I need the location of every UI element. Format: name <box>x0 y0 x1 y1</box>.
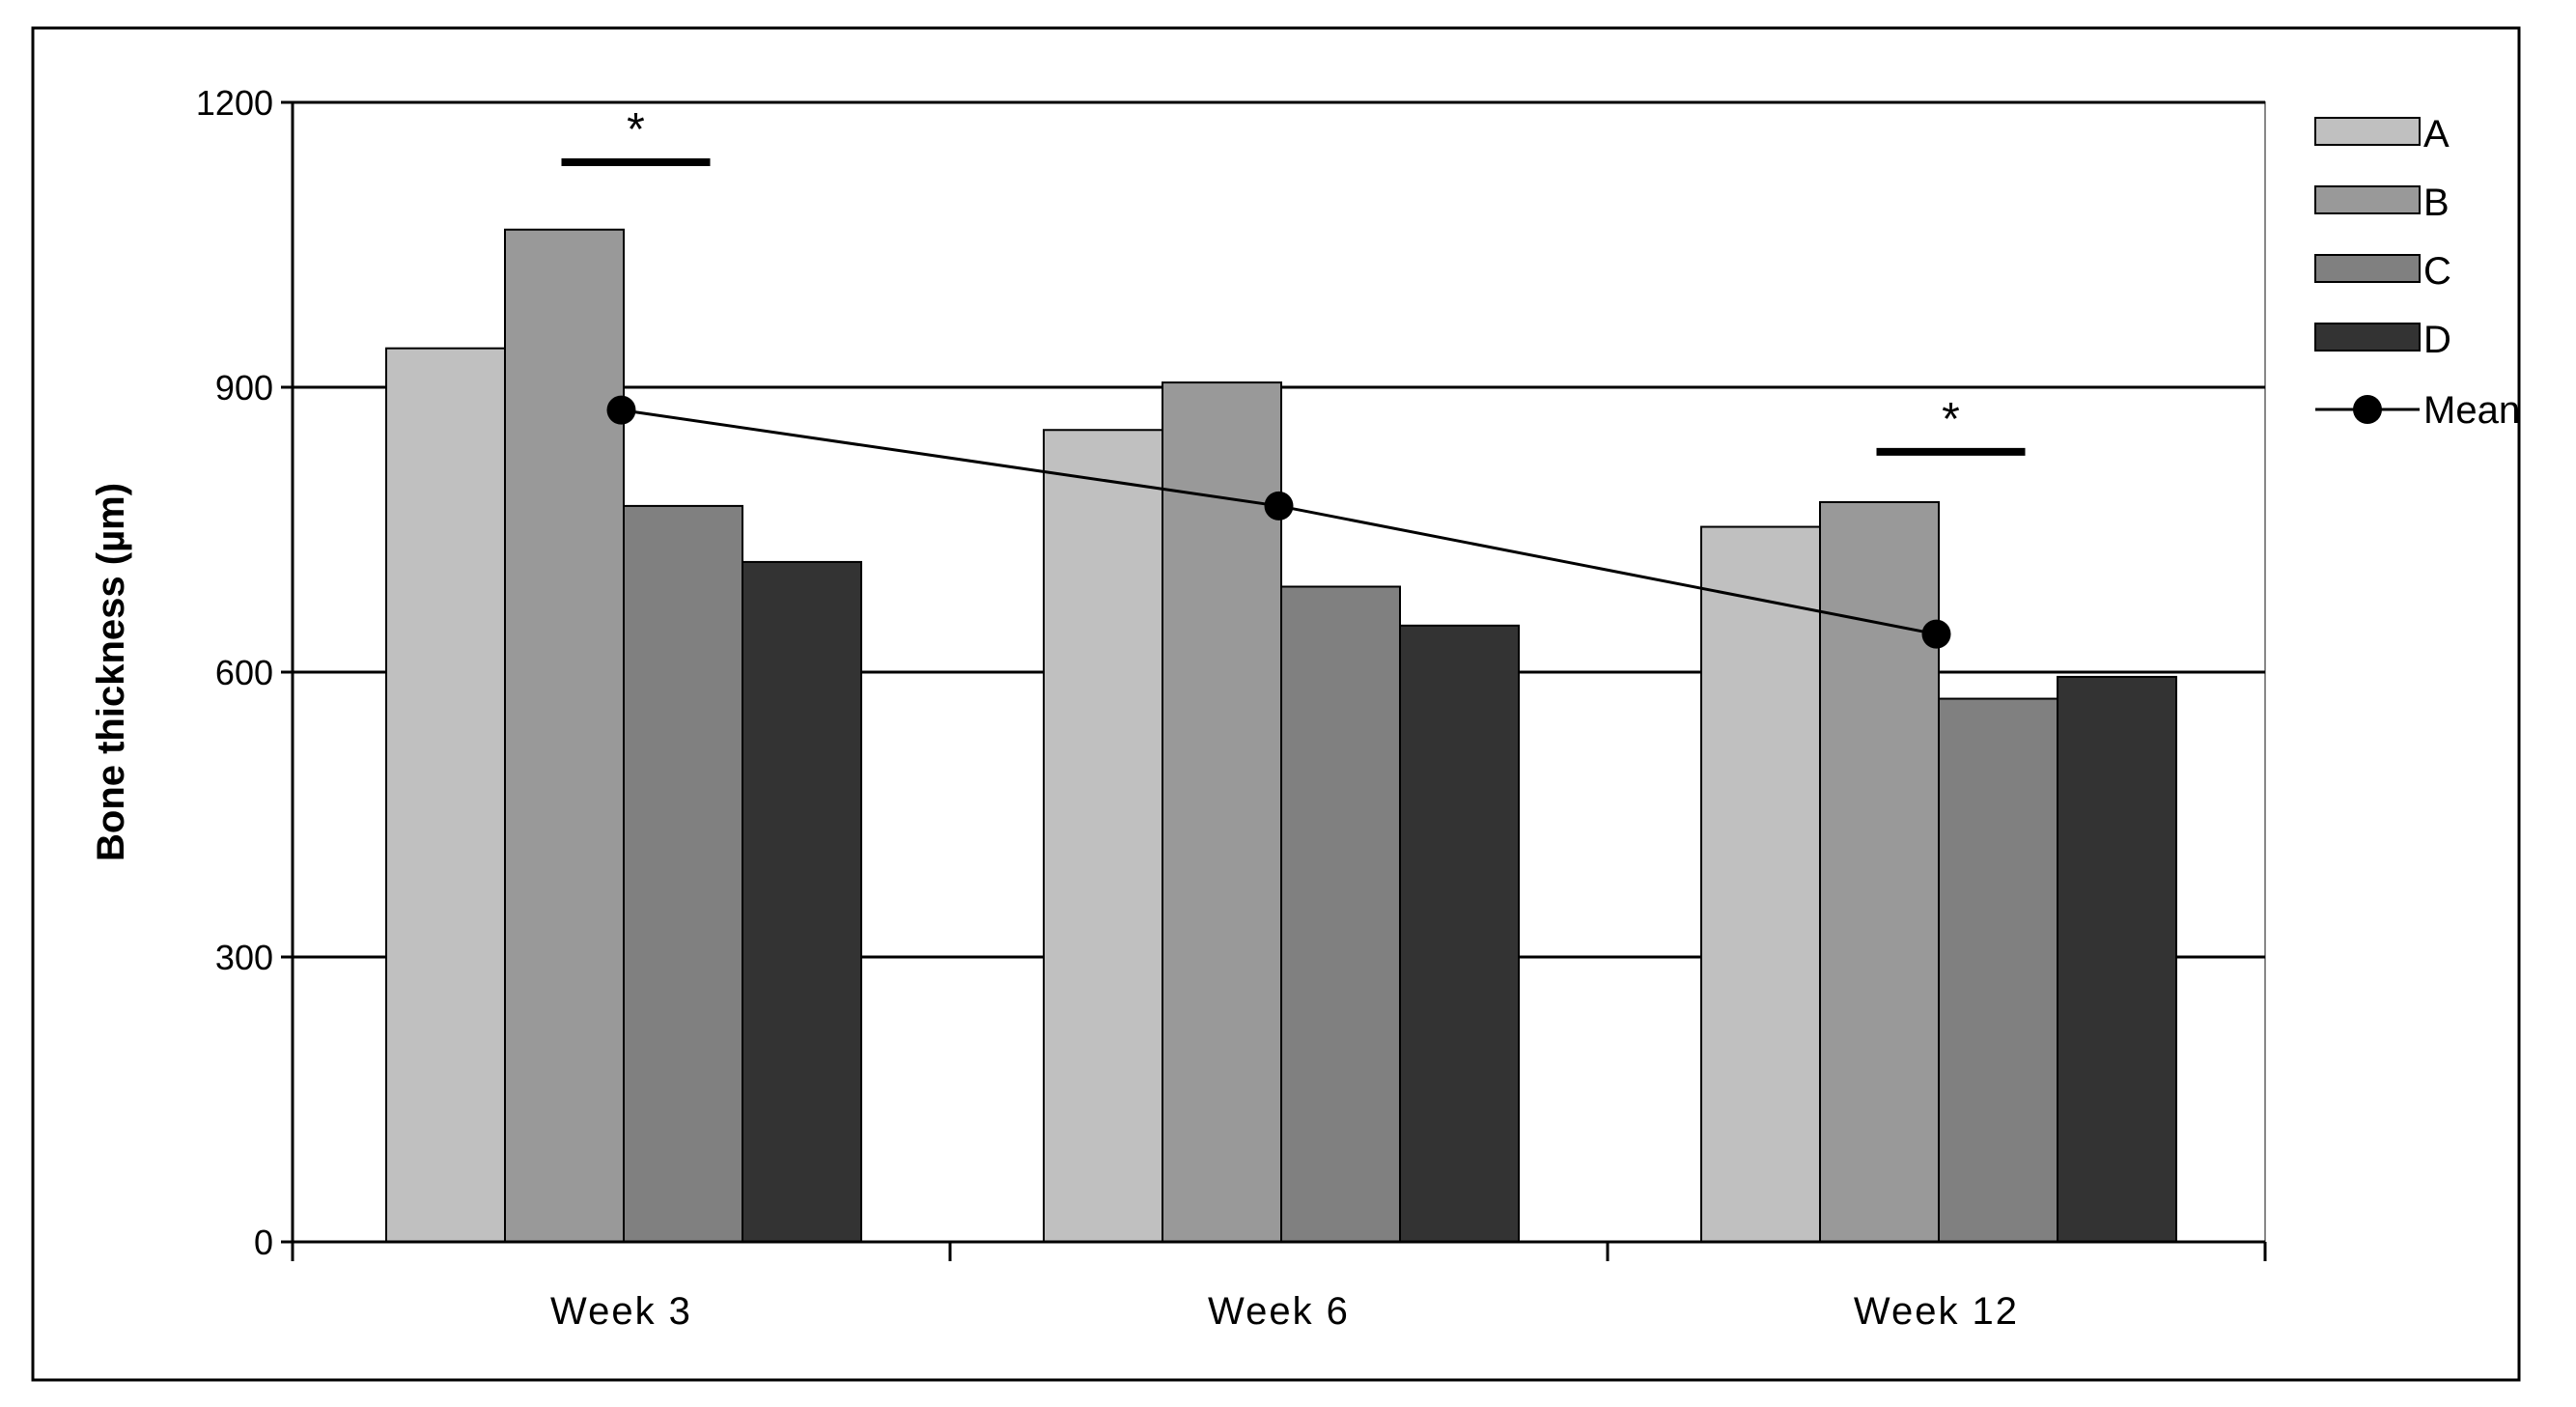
mean-marker <box>606 395 636 425</box>
x-tick-label: Week 6 <box>1208 1290 1350 1333</box>
legend-swatch-d <box>2314 323 2421 352</box>
significance-asterisk: * <box>1942 394 1960 445</box>
x-tick-label: Week 12 <box>1854 1290 2019 1333</box>
y-tick-label: 900 <box>215 368 273 408</box>
bar-d <box>1399 624 1520 1243</box>
y-tick-label: 0 <box>254 1223 273 1262</box>
y-tick-label: 300 <box>215 938 273 977</box>
bar-b <box>1162 381 1282 1244</box>
legend-label-mean: Mean <box>2423 389 2520 432</box>
y-axis-label: Bone thickness (µm) <box>90 483 132 861</box>
legend-label-a: A <box>2423 113 2450 155</box>
y-tick-label: 600 <box>215 653 273 692</box>
bar-b <box>504 228 625 1243</box>
legend-swatch-c <box>2314 254 2421 283</box>
bar-b <box>1819 500 1940 1243</box>
bar-a <box>1700 525 1821 1243</box>
legend-label-d: D <box>2423 319 2451 361</box>
bar-d <box>2057 675 2177 1243</box>
bar-a <box>1043 429 1163 1243</box>
bar-c <box>1938 697 2058 1243</box>
legend-label-c: C <box>2423 250 2451 293</box>
y-tick-label: 1200 <box>196 83 273 123</box>
bar-c <box>1280 585 1401 1243</box>
legend-marker-mean <box>2353 395 2382 424</box>
legend-swatch-a <box>2314 117 2421 146</box>
legend-swatch-b <box>2314 185 2421 214</box>
bar-a <box>385 347 506 1243</box>
mean-marker <box>1264 491 1294 521</box>
significance-asterisk: * <box>627 104 645 155</box>
bar-c <box>623 504 743 1243</box>
x-tick-label: Week 3 <box>550 1290 692 1333</box>
legend-label-b: B <box>2423 182 2450 224</box>
mean-marker <box>1921 619 1951 649</box>
bar-d <box>742 560 862 1243</box>
